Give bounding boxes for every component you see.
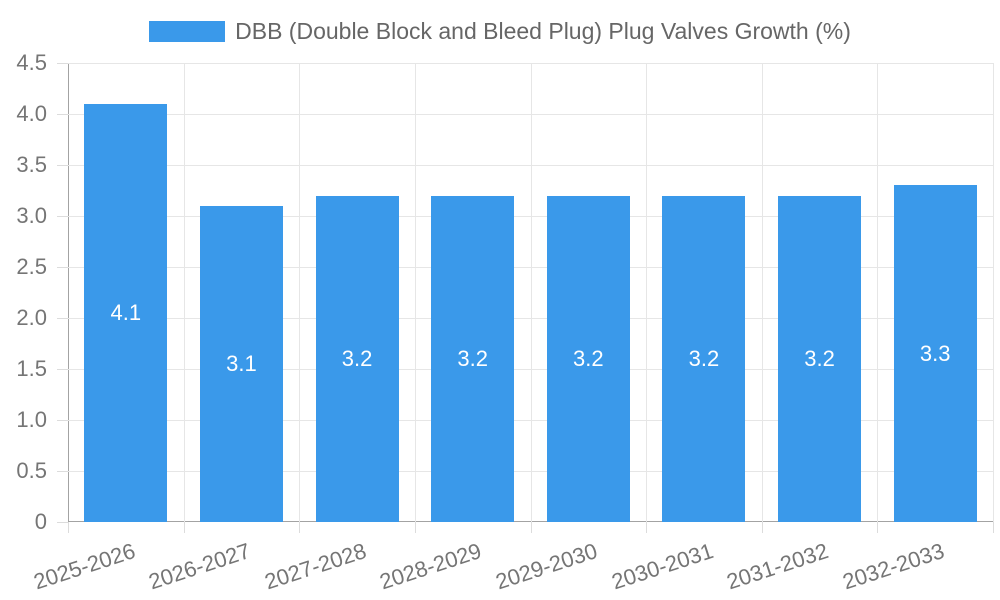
y-tick-mark bbox=[57, 522, 68, 523]
x-tick-mark bbox=[414, 522, 416, 533]
bar[interactable]: 3.3 bbox=[893, 185, 977, 522]
x-tick-mark bbox=[646, 522, 648, 533]
bar-value-label: 4.1 bbox=[110, 299, 142, 325]
y-tick-mark bbox=[57, 114, 68, 115]
x-tick-mark bbox=[530, 522, 532, 533]
bar-value-label: 3.3 bbox=[919, 340, 951, 366]
y-tick-label: 4.5 bbox=[16, 50, 47, 75]
x-tick-label: 2029-2030 bbox=[492, 538, 601, 595]
y-tick-label: 4.0 bbox=[16, 101, 47, 126]
y-tick-label: 0.5 bbox=[16, 458, 47, 483]
y-tick-mark bbox=[57, 369, 68, 370]
y-tick-label: 1.5 bbox=[16, 356, 47, 381]
y-tick-mark bbox=[57, 267, 68, 268]
legend-swatch bbox=[149, 20, 226, 42]
x-tick-label: 2026-2027 bbox=[145, 538, 254, 595]
x-tick-mark bbox=[761, 522, 763, 533]
x-tick-mark bbox=[68, 522, 69, 533]
bar[interactable]: 4.1 bbox=[84, 103, 168, 522]
bar-value-label: 3.2 bbox=[688, 345, 720, 371]
x-tick-label: 2030-2031 bbox=[608, 538, 717, 595]
bar[interactable]: 3.1 bbox=[199, 205, 283, 522]
x-tick-label: 2025-2026 bbox=[30, 538, 138, 595]
y-tick-mark bbox=[57, 471, 68, 472]
bar[interactable]: 3.2 bbox=[315, 195, 399, 522]
x-tick-label: 2027-2028 bbox=[261, 538, 370, 595]
y-tick-mark bbox=[57, 216, 68, 217]
x-tick-label: 2032-2033 bbox=[839, 538, 948, 595]
x-tick-label: 2028-2029 bbox=[377, 538, 485, 595]
bar-value-label: 3.2 bbox=[804, 345, 835, 371]
x-tick-mark bbox=[877, 522, 879, 533]
bar-value-label: 3.2 bbox=[457, 345, 488, 371]
bar[interactable]: 3.2 bbox=[662, 195, 746, 522]
v-gridline bbox=[993, 63, 994, 522]
bar-value-label: 3.2 bbox=[341, 345, 373, 371]
legend-label: DBB (Double Block and Bleed Plug) Plug V… bbox=[235, 18, 851, 44]
x-tick-mark bbox=[993, 522, 994, 533]
y-tick-label: 2.0 bbox=[16, 305, 47, 330]
bar[interactable]: 3.2 bbox=[546, 195, 630, 522]
y-tick-label: 3.0 bbox=[16, 203, 47, 228]
y-tick-label: 1.0 bbox=[16, 407, 47, 432]
y-tick-mark bbox=[57, 165, 68, 166]
y-tick-label: 0 bbox=[34, 509, 47, 534]
bar-value-label: 3.1 bbox=[226, 350, 257, 376]
x-tick-mark bbox=[183, 522, 185, 533]
y-tick-mark bbox=[57, 420, 68, 421]
y-tick-label: 3.5 bbox=[16, 152, 47, 177]
bar[interactable]: 3.2 bbox=[431, 195, 515, 522]
x-tick-mark bbox=[299, 522, 301, 533]
y-tick-mark bbox=[57, 318, 68, 319]
bar[interactable]: 3.2 bbox=[778, 195, 862, 522]
bar-value-label: 3.2 bbox=[573, 345, 604, 371]
x-tick-label: 2031-2032 bbox=[723, 538, 832, 595]
y-tick-label: 2.5 bbox=[16, 254, 47, 279]
y-tick-mark bbox=[57, 63, 68, 64]
legend-item[interactable]: DBB (Double Block and Bleed Plug) Plug V… bbox=[0, 18, 1000, 44]
